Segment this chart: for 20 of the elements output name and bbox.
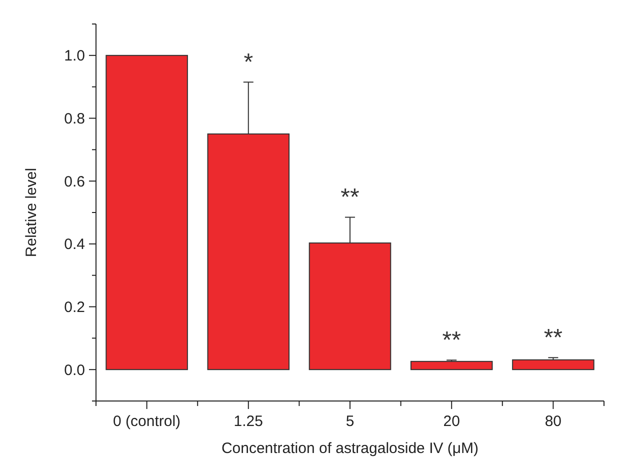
annotation: ** bbox=[340, 184, 360, 212]
annotation: * bbox=[244, 49, 254, 76]
x-tick-label: 0 (control) bbox=[113, 413, 181, 430]
y-tick-label: 0.2 bbox=[64, 299, 85, 316]
y-tick-label: 0.8 bbox=[64, 110, 85, 128]
x-tick-label: 5 bbox=[346, 413, 354, 430]
x-tick-label: 20 bbox=[443, 413, 460, 430]
x-axis-title: Concentration of astragaloside IV (μM) bbox=[221, 440, 479, 457]
y-axis-title: Relative level bbox=[23, 168, 40, 258]
y-tick-label: 0.4 bbox=[64, 236, 85, 254]
annotation: ** bbox=[544, 324, 563, 352]
y-tick-label: 0.0 bbox=[64, 362, 85, 379]
x-tick-label: 1.25 bbox=[234, 413, 263, 430]
bar bbox=[106, 54, 188, 370]
x-tick-label: 80 bbox=[544, 413, 562, 430]
annotation: ** bbox=[442, 327, 461, 354]
bar bbox=[512, 359, 594, 370]
y-tick-label: 0.6 bbox=[64, 173, 85, 190]
bar bbox=[410, 360, 493, 370]
y-tick-label: 1.0 bbox=[64, 48, 85, 65]
